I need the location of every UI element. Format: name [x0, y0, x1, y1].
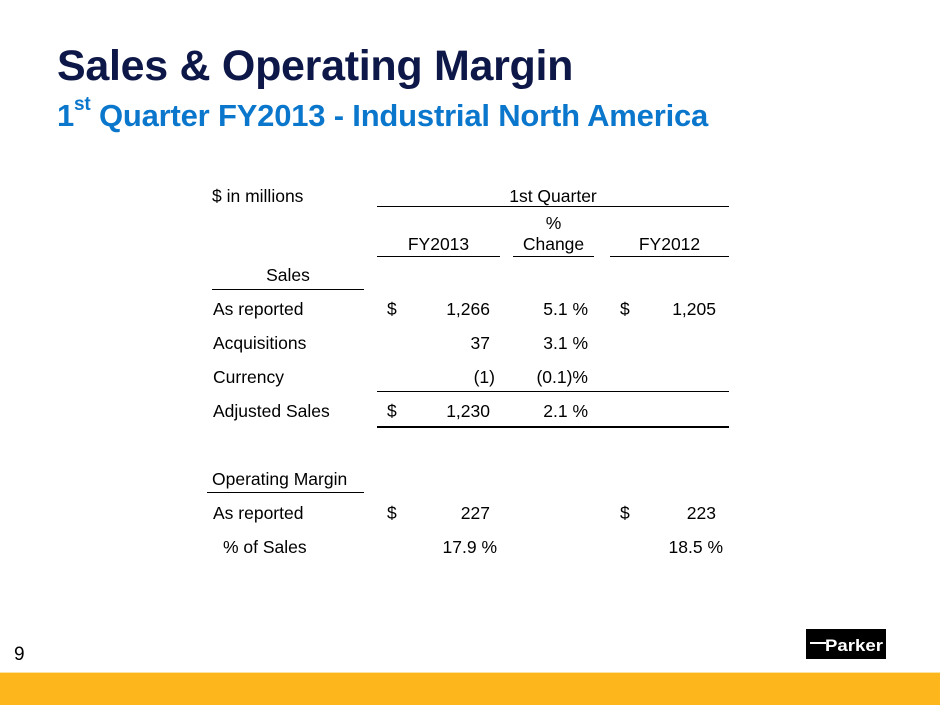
col-header-fy2013: FY2013 [407, 234, 470, 254]
fy2013-value: 227 [460, 503, 490, 523]
subtotal-rule [377, 391, 729, 392]
currency-symbol: $ [387, 401, 397, 421]
fy2012-value: 223 [686, 503, 716, 523]
row-label: As reported [213, 503, 304, 523]
col-header-fy2012: FY2012 [638, 234, 701, 254]
fy2013-value: 37 [470, 333, 490, 353]
pct-change-value: 2.1 % [543, 401, 588, 421]
fy2012-value: 1,205 [672, 299, 716, 319]
svg-text:Parker: Parker [825, 636, 883, 655]
fy2012-value: 18.5 % [668, 537, 723, 557]
units-label: $ in millions [212, 186, 304, 206]
fy2012-header-underline [610, 256, 729, 257]
pct-change-value: (0.1)% [536, 367, 588, 387]
row-label: Adjusted Sales [213, 401, 330, 421]
parker-logo-mark: Parker [810, 636, 883, 655]
slide-title: Sales & Operating Margin [57, 42, 574, 90]
footer-bar-edge [0, 672, 940, 673]
group-header-1st-quarter: 1st Quarter [509, 186, 597, 206]
slide-subtitle: 1st Quarter FY2013 - Industrial North Am… [57, 95, 709, 134]
group-header-underline [377, 206, 729, 207]
sales-section-heading: Sales [266, 265, 310, 285]
pct-header-underline [513, 256, 594, 257]
row-label: Currency [213, 367, 284, 387]
parker-logo: Parker [806, 629, 886, 659]
currency-symbol: $ [620, 503, 630, 523]
fy2013-value: 1,266 [446, 299, 490, 319]
fy2013-value: (1) [473, 367, 495, 387]
currency-symbol: $ [387, 503, 397, 523]
fy2013-value: 17.9 % [442, 537, 497, 557]
pct-change-value: 5.1 % [543, 299, 588, 319]
currency-symbol: $ [620, 299, 630, 319]
currency-symbol: $ [387, 299, 397, 319]
subtitle-ordinal-suffix: st [74, 94, 91, 115]
row-label: As reported [213, 299, 304, 319]
row-label: Acquisitions [213, 333, 307, 353]
sales-heading-underline [212, 289, 364, 290]
total-rule [377, 426, 729, 428]
pct-change-value: 3.1 % [543, 333, 588, 353]
margin-heading-underline [207, 492, 364, 493]
page-number: 9 [14, 644, 25, 665]
subtitle-text: Quarter FY2013 - Industrial North Americ… [90, 98, 709, 133]
fy2013-header-underline [377, 256, 500, 257]
col-header-pct-line1: % [545, 213, 562, 233]
margin-section-heading: Operating Margin [212, 469, 348, 489]
col-header-pct-change: Change [522, 234, 585, 254]
subtitle-ordinal: 1 [57, 98, 75, 133]
row-label: % of Sales [223, 537, 307, 557]
fy2013-value: 1,230 [446, 401, 490, 421]
footer-bar [0, 673, 940, 705]
